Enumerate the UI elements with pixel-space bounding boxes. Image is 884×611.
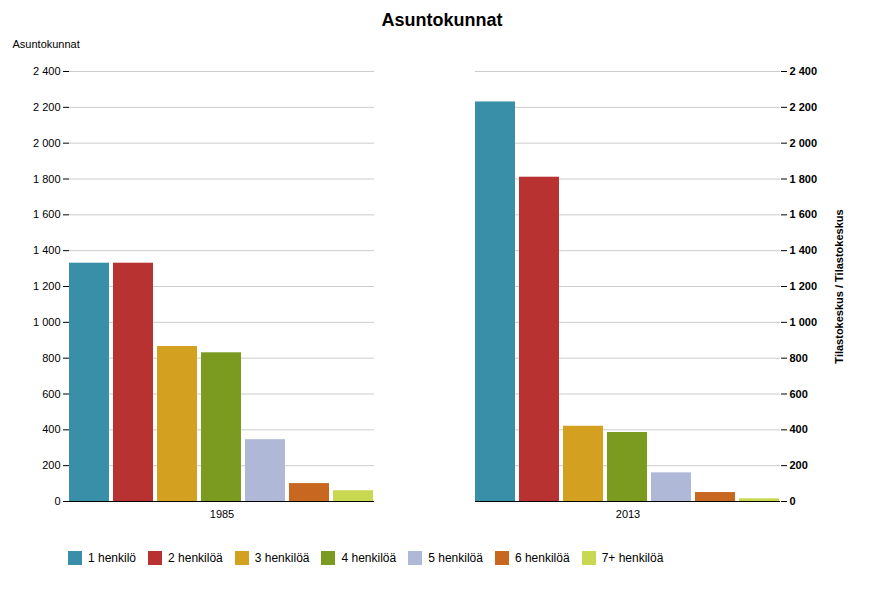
svg-text:2 400: 2 400 — [33, 65, 61, 77]
svg-text:2 000: 2 000 — [33, 137, 61, 149]
html-text:3 henkilöä: 3 henkilöä — [254, 550, 310, 565]
svg-text:0: 0 — [54, 495, 60, 507]
svg-text:1 400: 1 400 — [33, 244, 61, 256]
svg-text:2 400: 2 400 — [790, 65, 818, 77]
svg-text:Tilastokeskus / Tilastokeskus: Tilastokeskus / Tilastokeskus — [833, 209, 845, 363]
svg-text:2013: 2013 — [616, 508, 640, 520]
html-text:Asuntokunnat: Asuntokunnat — [381, 10, 503, 30]
svg-text:1 800: 1 800 — [790, 173, 818, 185]
svg-text:1 000: 1 000 — [33, 316, 61, 328]
html-text:5 henkilöä: 5 henkilöä — [428, 550, 483, 565]
html-text:4 henkilöä: 4 henkilöä — [341, 550, 397, 565]
svg-text:2 000: 2 000 — [790, 137, 818, 149]
svg-text:1 400: 1 400 — [790, 244, 818, 256]
svg-text:Asuntokunnat: Asuntokunnat — [13, 38, 80, 50]
svg-text:0: 0 — [790, 495, 796, 507]
svg-text:1 800: 1 800 — [33, 173, 61, 185]
html-text:7+ henkilöä: 7+ henkilöä — [601, 550, 664, 565]
svg-text:800: 800 — [790, 352, 808, 364]
svg-text:1 600: 1 600 — [33, 208, 61, 220]
svg-text:600: 600 — [42, 388, 60, 400]
html-text:6 henkilöä: 6 henkilöä — [514, 550, 570, 565]
svg-text:1 000: 1 000 — [790, 316, 818, 328]
svg-text:2 200: 2 200 — [790, 101, 818, 113]
html-text:1 henkilö: 1 henkilö — [88, 550, 136, 565]
svg-text:400: 400 — [42, 423, 60, 435]
svg-text:600: 600 — [790, 388, 808, 400]
svg-text:2 200: 2 200 — [33, 101, 61, 113]
svg-text:1 600: 1 600 — [790, 208, 818, 220]
svg-text:1 200: 1 200 — [33, 280, 61, 292]
svg-text:200: 200 — [790, 459, 808, 471]
svg-text:1 200: 1 200 — [790, 280, 818, 292]
svg-text:1985: 1985 — [210, 508, 234, 520]
svg-text:800: 800 — [42, 352, 60, 364]
svg-text:200: 200 — [42, 459, 60, 471]
html-text:2 henkilöä: 2 henkilöä — [168, 550, 223, 565]
svg-text:400: 400 — [790, 423, 808, 435]
